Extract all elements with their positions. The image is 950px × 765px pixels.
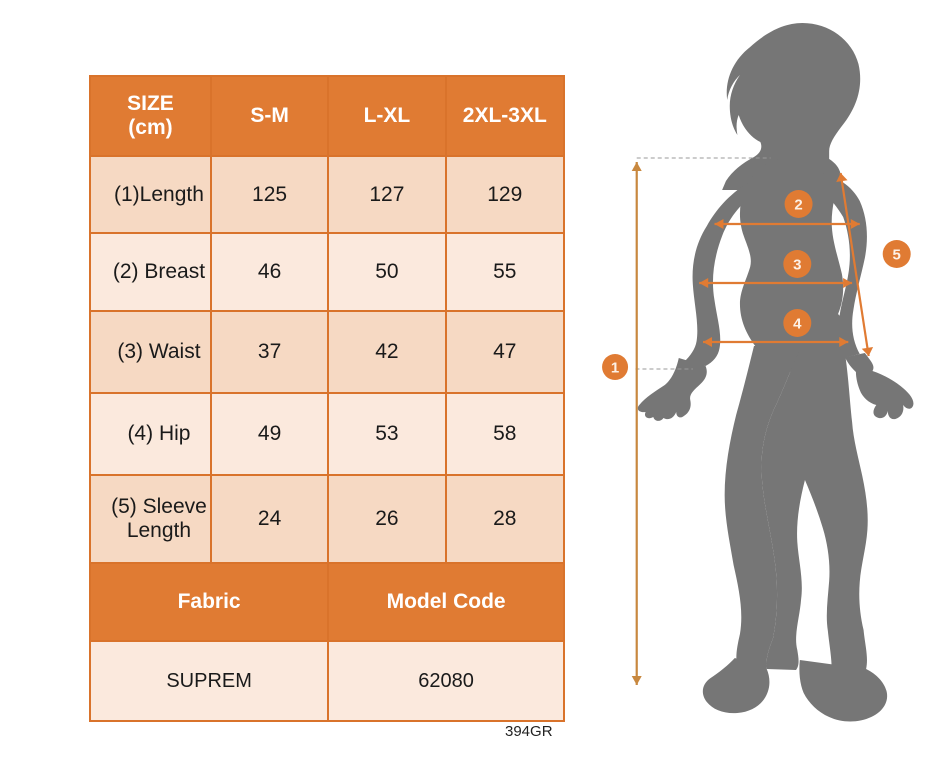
svg-text:3: 3 [793,256,801,273]
svg-text:4: 4 [793,315,802,332]
svg-text:2: 2 [794,196,802,213]
svg-text:5: 5 [893,246,901,263]
svg-text:1: 1 [611,359,619,376]
